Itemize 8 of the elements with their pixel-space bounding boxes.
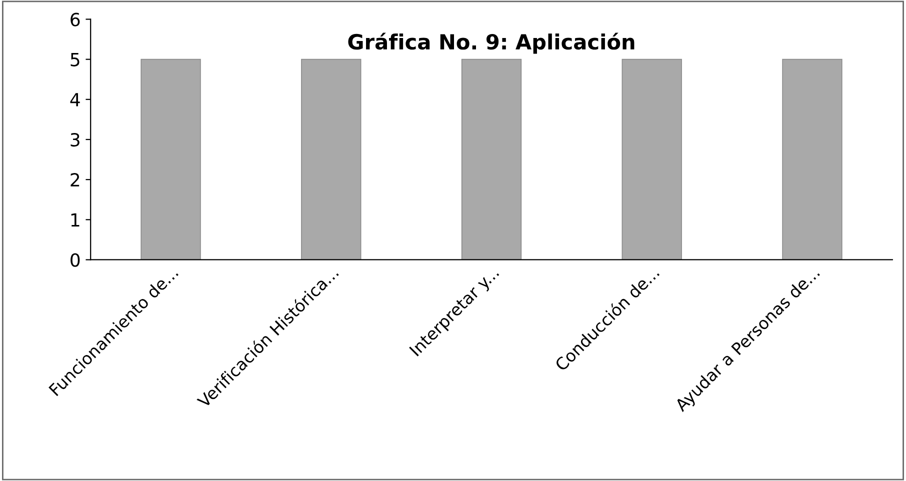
y-tick-label: 4 (70, 93, 80, 106)
text: Gráfica No. 9: Aplicación (348, 32, 634, 54)
y-tick-label: 2 (70, 173, 80, 186)
y-tick-label: 3 (70, 132, 80, 147)
y-tick-label: 0 (70, 253, 80, 267)
y-tick-label: 6 (70, 12, 80, 26)
y-tick-label: 5 (70, 53, 80, 66)
y-tick-label: 1 (71, 213, 80, 227)
